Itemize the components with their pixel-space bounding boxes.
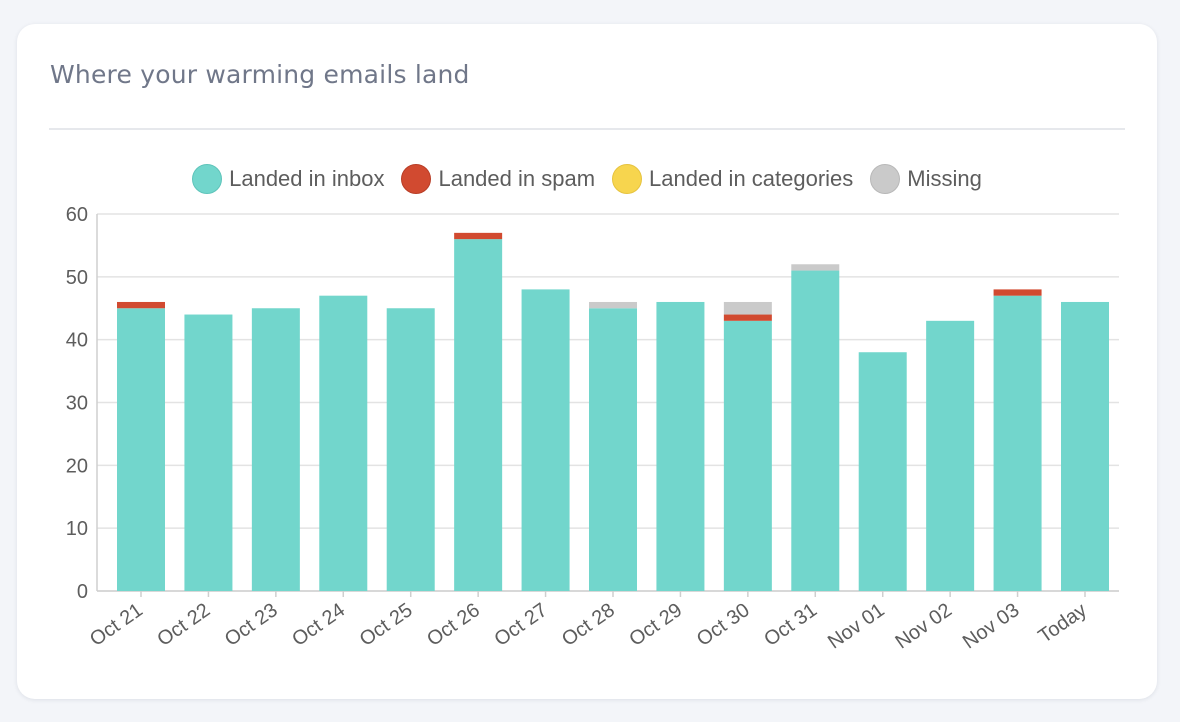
x-tick-label: Nov 02 <box>891 599 956 653</box>
x-tick-label: Oct 29 <box>625 599 686 651</box>
bar-segment <box>184 314 233 591</box>
legend-label-spam: Landed in spam <box>438 166 596 191</box>
x-tick-label: Oct 26 <box>423 599 484 651</box>
y-tick-label: 10 <box>66 518 88 540</box>
legend-item-categories[interactable]: Landed in categories <box>612 164 853 194</box>
x-tick-label: Oct 31 <box>760 599 821 651</box>
bar-segment <box>858 352 907 591</box>
legend-swatch-missing <box>870 164 901 194</box>
y-tick-label: 20 <box>66 455 88 477</box>
title-divider <box>49 128 1125 130</box>
legend-swatch-categories <box>612 164 643 194</box>
x-tick-label: Oct 24 <box>288 599 349 651</box>
x-tick-label: Oct 27 <box>491 599 552 651</box>
bar-segment <box>589 301 637 309</box>
bar-segment <box>521 289 570 591</box>
legend-item-missing[interactable]: Missing <box>870 164 982 194</box>
bar-segment <box>723 320 772 591</box>
y-tick-label: 0 <box>77 581 88 603</box>
x-tick-label: Oct 23 <box>221 599 282 651</box>
bar-segment <box>386 308 435 591</box>
x-tick-label: Today <box>1035 599 1091 648</box>
x-tick-label: Oct 30 <box>693 599 754 651</box>
bar-segment <box>791 270 840 591</box>
bar-segment <box>454 239 503 591</box>
legend-swatch-spam <box>401 164 432 194</box>
bar-segment <box>993 295 1042 591</box>
bar-segment <box>993 289 1042 296</box>
bar-segment <box>251 308 300 591</box>
bar-segment <box>791 264 840 271</box>
bar-segment <box>656 301 705 591</box>
bar-segment <box>117 308 165 591</box>
bar-segment <box>454 232 503 240</box>
legend-label-missing: Missing <box>907 166 982 191</box>
legend-swatch-inbox <box>192 164 223 194</box>
bar-segment <box>723 301 772 315</box>
y-tick-label: 30 <box>66 393 88 415</box>
chart-legend: Landed in inbox Landed in spam Landed in… <box>17 164 1157 194</box>
card-title: Where your warming emails land <box>50 60 470 89</box>
legend-item-spam[interactable]: Landed in spam <box>401 164 595 194</box>
bar-segment <box>589 308 637 591</box>
x-tick-label: Oct 21 <box>86 599 147 651</box>
bar-segment <box>117 301 165 309</box>
bar-segment <box>1061 301 1109 591</box>
x-tick-label: Nov 03 <box>959 599 1024 653</box>
legend-label-categories: Landed in categories <box>649 166 854 191</box>
y-tick-label: 60 <box>66 204 88 226</box>
y-tick-label: 50 <box>66 267 88 289</box>
y-tick-label: 40 <box>66 330 88 352</box>
bar-segment <box>926 320 975 591</box>
x-tick-label: Oct 22 <box>153 599 214 651</box>
bar-segment <box>319 295 368 591</box>
x-tick-label: Oct 28 <box>558 599 619 651</box>
x-tick-label: Oct 25 <box>356 599 417 651</box>
x-tick-label: Nov 01 <box>824 599 889 653</box>
bar-segment <box>723 314 772 321</box>
legend-label-inbox: Landed in inbox <box>229 166 385 191</box>
legend-item-inbox[interactable]: Landed in inbox <box>192 164 384 194</box>
